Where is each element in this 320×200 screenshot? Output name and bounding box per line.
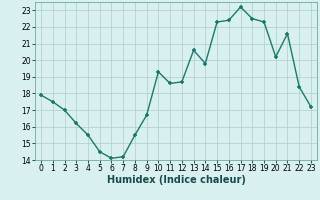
X-axis label: Humidex (Indice chaleur): Humidex (Indice chaleur) <box>107 175 245 185</box>
